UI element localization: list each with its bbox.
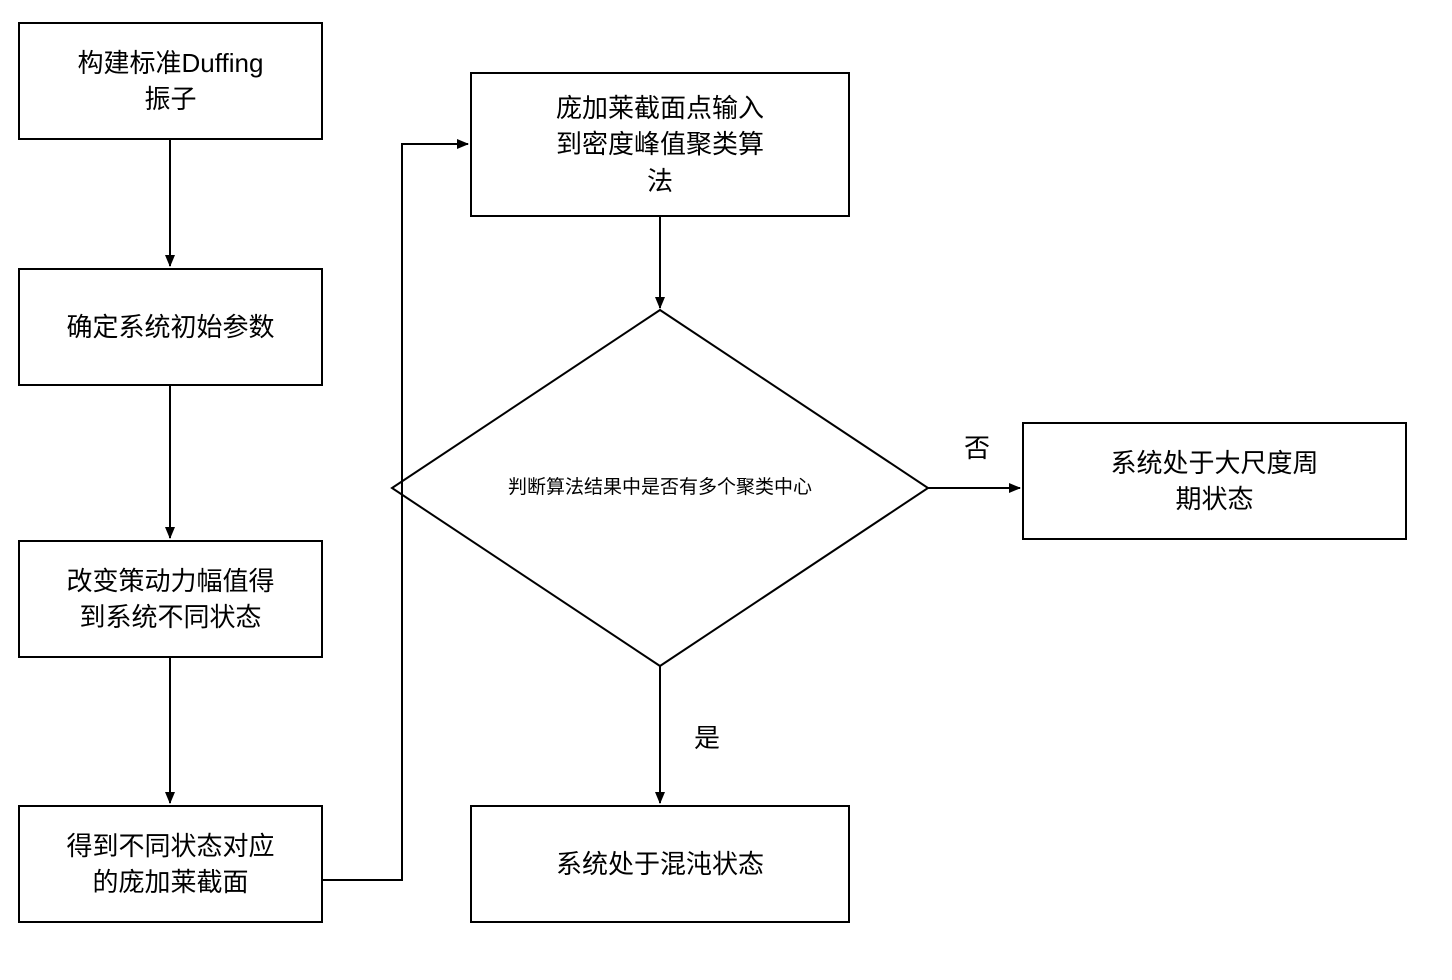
node-label: 庞加莱截面点输入到密度峰值聚类算法: [556, 90, 764, 199]
node-label: 确定系统初始参数: [66, 309, 274, 345]
node-label: 系统处于混沌状态: [556, 846, 764, 882]
node-decision-cluster-centers: 判断算法结果中是否有多个聚类中心: [430, 448, 890, 528]
node-large-scale-periodic: 系统处于大尺度周期状态: [1022, 422, 1407, 540]
node-label: 判断算法结果中是否有多个聚类中心: [508, 476, 812, 501]
node-poincare-section: 得到不同状态对应的庞加莱截面: [18, 805, 323, 923]
node-label: 构建标准Duffing振子: [78, 45, 264, 118]
node-change-amplitude: 改变策动力幅值得到系统不同状态: [18, 540, 323, 658]
node-density-peak-input: 庞加莱截面点输入到密度峰值聚类算法: [470, 72, 850, 217]
node-build-duffing: 构建标准Duffing振子: [18, 22, 323, 140]
node-init-params: 确定系统初始参数: [18, 268, 323, 386]
node-label: 改变策动力幅值得到系统不同状态: [66, 563, 274, 636]
node-chaotic-state: 系统处于混沌状态: [470, 805, 850, 923]
edge-label-yes: 是: [690, 718, 724, 755]
edge-label-no: 否: [960, 428, 994, 465]
node-label: 系统处于大尺度周期状态: [1110, 445, 1318, 518]
node-label: 得到不同状态对应的庞加莱截面: [66, 828, 274, 901]
